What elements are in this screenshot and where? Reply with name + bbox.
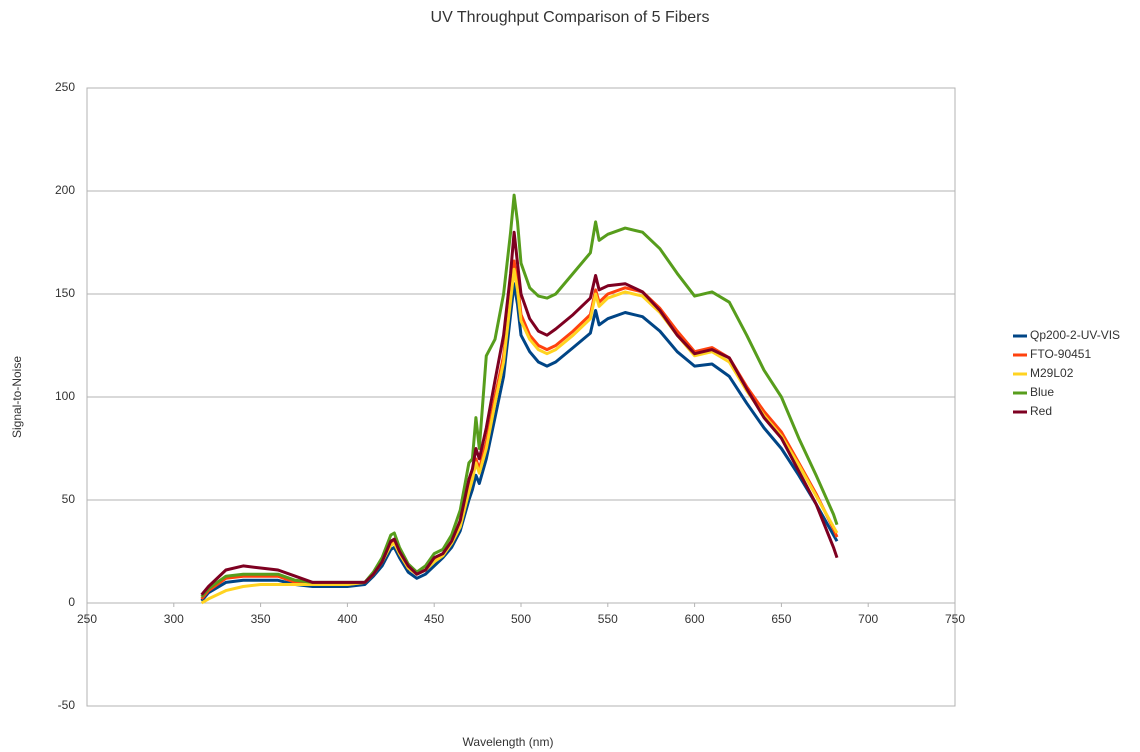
x-tick-label: 350 xyxy=(251,612,271,626)
x-tick-label: 450 xyxy=(424,612,444,626)
legend-label: Red xyxy=(1030,404,1052,418)
x-tick-label: 500 xyxy=(511,612,531,626)
y-axis-title: Signal-to-Noise xyxy=(10,356,24,438)
legend-label: Qp200-2-UV-VIS xyxy=(1030,328,1120,342)
y-tick-label: 100 xyxy=(55,389,75,403)
x-tick-label: 300 xyxy=(164,612,184,626)
y-tick-label: 250 xyxy=(55,80,75,94)
x-tick-label: 750 xyxy=(945,612,965,626)
y-tick-label: 150 xyxy=(55,286,75,300)
legend-label: M29L02 xyxy=(1030,366,1074,380)
x-tick-label: 600 xyxy=(685,612,705,626)
data-line xyxy=(200,230,839,596)
y-tick-label: 200 xyxy=(55,183,75,197)
x-tick-label: 250 xyxy=(77,612,97,626)
x-tick-label: 550 xyxy=(598,612,618,626)
data-line xyxy=(200,282,839,602)
x-tick-label: 400 xyxy=(337,612,357,626)
x-tick-label: 700 xyxy=(858,612,878,626)
plot-border xyxy=(86,87,956,707)
x-tick-label: 650 xyxy=(771,612,791,626)
legend-label: FTO-90451 xyxy=(1030,347,1091,361)
x-axis-title: Wavelength (nm) xyxy=(463,735,554,749)
y-tick-label: -50 xyxy=(58,698,76,712)
legend-label: Blue xyxy=(1030,385,1054,399)
chart-title: UV Throughput Comparison of 5 Fibers xyxy=(431,9,710,26)
y-tick-label: 50 xyxy=(62,492,76,506)
y-tick-label: 0 xyxy=(68,595,75,609)
